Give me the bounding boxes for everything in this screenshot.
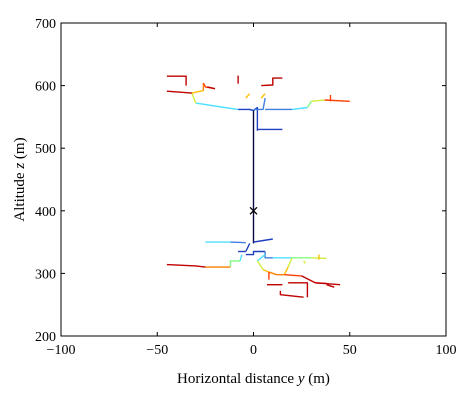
- y-axis-label: Altitude z (m): [12, 137, 28, 221]
- branch-segment-7: [195, 102, 239, 111]
- marker-stroke-b: [249, 206, 258, 215]
- branch-segment-9: [306, 100, 312, 108]
- y-axis-label-unit: (m): [12, 137, 28, 162]
- start-marker: [249, 206, 258, 215]
- y-tick-label: 700: [35, 17, 56, 32]
- y-tick-label: 600: [35, 80, 56, 95]
- y-axis-label-var: z: [12, 163, 28, 170]
- branch-segment-35: [229, 260, 240, 268]
- branch-segment-21: [207, 86, 216, 90]
- axis-ticks: [60, 22, 447, 337]
- x-tick-label: −100: [47, 343, 76, 358]
- x-axis-label-var: y: [296, 371, 305, 387]
- branch-segment-32: [256, 254, 266, 262]
- x-tick-label: 100: [436, 343, 457, 358]
- branch-segment-43: [268, 271, 285, 276]
- branch-segment-40: [283, 266, 289, 276]
- x-axis-label: Horizontal distance y (m): [177, 371, 330, 387]
- branch-segment-12: [191, 89, 204, 94]
- branch-segment-45: [284, 274, 302, 277]
- branch-segment-20: [166, 75, 187, 86]
- branch-segment-13: [245, 93, 251, 99]
- branch-segment-25: [245, 243, 251, 252]
- branch-segment-39: [303, 260, 307, 264]
- x-tick-label: 0: [250, 343, 257, 358]
- branch-segment-38: [256, 260, 264, 270]
- branch-segment-11: [311, 99, 325, 102]
- x-tick-label: 50: [343, 343, 357, 358]
- branch-segment-33: [239, 254, 243, 262]
- branch-segment-5: [253, 97, 266, 111]
- branch-segment-50: [279, 290, 304, 298]
- branch-segment-48: [166, 263, 206, 268]
- branch-segment-27: [245, 250, 266, 256]
- x-axis-label-unit: (m): [305, 371, 330, 387]
- y-tick-label: 500: [35, 142, 56, 157]
- branch-segment-19: [166, 90, 192, 94]
- tick-labels: −100 −50 0 50 100 200 300 400 500 600 700: [35, 17, 457, 358]
- branch-segment-23: [261, 77, 283, 87]
- branch-segment-16: [324, 99, 350, 102]
- branch-segment-24: [253, 238, 273, 243]
- branch-segment-52: [326, 284, 335, 288]
- y-tick-label: 200: [35, 330, 56, 345]
- y-tick-label: 400: [35, 205, 56, 220]
- y-axis-label-text: Altitude: [12, 169, 28, 222]
- x-axis-label-text: Horizontal distance: [177, 371, 298, 387]
- branch-segment-37: [287, 257, 293, 268]
- x-tick-label: −50: [146, 343, 168, 358]
- branch-segment-49: [288, 282, 309, 298]
- branch-segment-28: [230, 241, 246, 244]
- branch-segment-51: [315, 282, 327, 285]
- branch-segment-10: [191, 92, 197, 104]
- branch-segment-29: [264, 251, 273, 259]
- branch-segment-4: [238, 108, 254, 112]
- branch-segment-8: [291, 106, 308, 111]
- y-tick-label: 300: [35, 267, 56, 282]
- branch-segment-14: [260, 93, 266, 99]
- branch-segment-41: [262, 268, 270, 273]
- plot-lines: [166, 75, 350, 298]
